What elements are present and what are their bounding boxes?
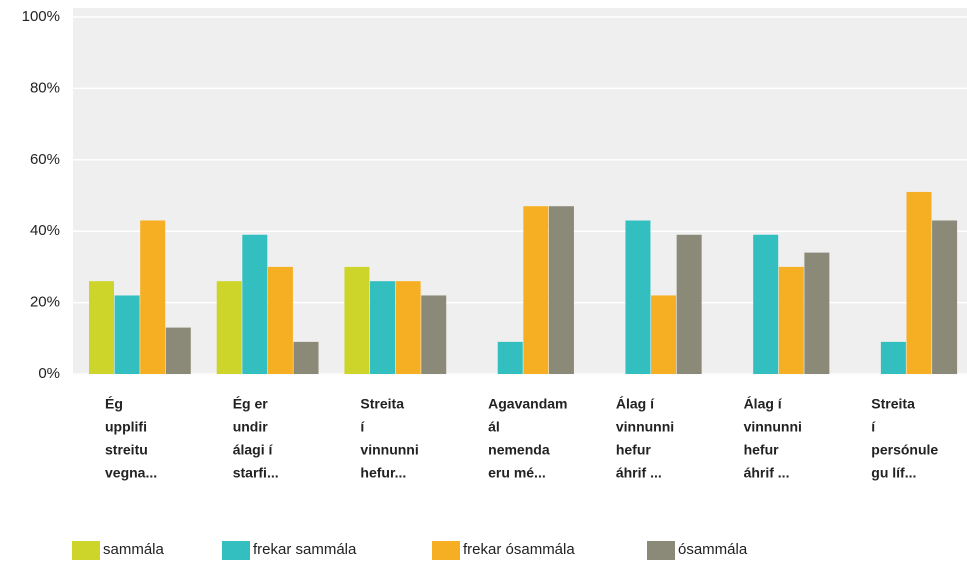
y-tick-label: 80%	[30, 79, 60, 96]
y-tick-label: 20%	[30, 294, 60, 311]
bar	[114, 295, 140, 374]
x-tick-label: vinnunni	[360, 442, 418, 458]
bar	[548, 206, 574, 374]
x-tick-label: gu líf...	[871, 465, 916, 481]
x-tick-label: Agavandam	[488, 396, 567, 412]
x-tick-label: vinnunni	[616, 419, 674, 435]
y-tick-label: 40%	[30, 222, 60, 239]
bar	[932, 220, 958, 374]
x-tick-label: Ég er	[233, 396, 269, 412]
bar	[497, 341, 523, 374]
x-tick-label: hefur	[616, 442, 652, 458]
bar	[370, 281, 396, 374]
x-tick-label: álagi í	[233, 442, 274, 458]
x-tick-label: vinnunni	[744, 419, 802, 435]
x-tick-label: Streita	[871, 396, 915, 412]
bar	[523, 206, 549, 374]
x-tick-label: undir	[233, 419, 269, 435]
x-tick-label: Streita	[360, 396, 404, 412]
y-tick-label: 100%	[22, 8, 60, 25]
legend-swatch	[72, 541, 100, 560]
plot-area	[73, 8, 967, 375]
x-tick-label: nemenda	[488, 442, 550, 458]
bar	[89, 281, 114, 374]
x-tick-label: streitu	[105, 442, 148, 458]
bar	[216, 281, 242, 374]
x-tick-label: í	[360, 419, 365, 435]
x-tick-label: Álag í	[616, 396, 655, 412]
bar	[880, 341, 906, 374]
legend-label: frekar sammála	[253, 541, 357, 558]
x-tick-label: ál	[488, 419, 500, 435]
x-tick-label: upplifi	[105, 419, 147, 435]
bar	[676, 234, 702, 374]
x-tick-label: Ég	[105, 396, 123, 412]
y-tick-label: 60%	[30, 151, 60, 168]
x-tick-label: Álag í	[744, 396, 783, 412]
x-tick-label: hefur...	[360, 465, 406, 481]
bar	[395, 281, 421, 374]
bar	[165, 327, 191, 374]
bar	[651, 295, 677, 374]
x-tick-label: áhrif ...	[616, 465, 662, 481]
x-tick-label: starfi...	[233, 465, 279, 481]
bar	[140, 220, 166, 374]
bar	[906, 191, 932, 374]
x-tick-label: í	[871, 419, 876, 435]
bar	[753, 234, 779, 374]
bar	[344, 266, 370, 374]
bar	[625, 220, 651, 374]
bar	[293, 341, 319, 374]
bar	[778, 266, 804, 374]
x-tick-label: eru mé...	[488, 465, 546, 481]
bar	[267, 266, 293, 374]
bar	[804, 252, 830, 374]
bar	[421, 295, 447, 374]
y-tick-label: 0%	[38, 365, 60, 382]
x-tick-label: hefur	[744, 442, 780, 458]
legend-swatch	[432, 541, 460, 560]
legend-label: ósammála	[678, 541, 748, 558]
legend-swatch	[647, 541, 675, 560]
x-tick-label: persónule	[871, 442, 938, 458]
legend-label: frekar ósammála	[463, 541, 575, 558]
x-tick-label: áhrif ...	[744, 465, 790, 481]
legend-swatch	[222, 541, 250, 560]
bar	[242, 234, 268, 374]
legend-label: sammála	[103, 541, 165, 558]
x-tick-label: vegna...	[105, 465, 157, 481]
